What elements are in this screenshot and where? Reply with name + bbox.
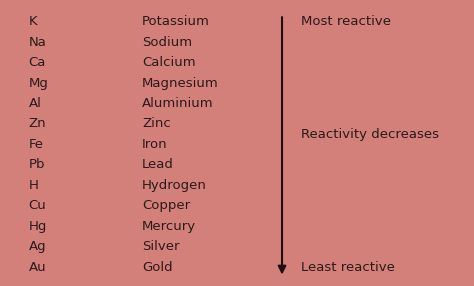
Text: Zn: Zn xyxy=(28,118,46,130)
Text: K: K xyxy=(28,15,37,28)
Text: Mercury: Mercury xyxy=(142,220,196,233)
Text: Ca: Ca xyxy=(28,56,46,69)
Text: Gold: Gold xyxy=(142,261,173,274)
Text: Potassium: Potassium xyxy=(142,15,210,28)
Text: Mg: Mg xyxy=(28,77,48,90)
Text: H: H xyxy=(28,179,38,192)
Text: Ag: Ag xyxy=(28,240,46,253)
Text: Na: Na xyxy=(28,36,46,49)
Text: Sodium: Sodium xyxy=(142,36,192,49)
Text: Copper: Copper xyxy=(142,199,191,212)
Text: Hydrogen: Hydrogen xyxy=(142,179,207,192)
Text: Pb: Pb xyxy=(28,158,45,171)
Text: Least reactive: Least reactive xyxy=(301,261,395,274)
Text: Calcium: Calcium xyxy=(142,56,196,69)
Text: Silver: Silver xyxy=(142,240,180,253)
Text: Lead: Lead xyxy=(142,158,174,171)
Text: Cu: Cu xyxy=(28,199,46,212)
Text: Magnesium: Magnesium xyxy=(142,77,219,90)
Text: Au: Au xyxy=(28,261,46,274)
Text: Al: Al xyxy=(28,97,41,110)
Text: Iron: Iron xyxy=(142,138,168,151)
Text: Most reactive: Most reactive xyxy=(301,15,391,28)
Text: Zinc: Zinc xyxy=(142,118,171,130)
Text: Reactivity decreases: Reactivity decreases xyxy=(301,128,439,141)
Text: Hg: Hg xyxy=(28,220,47,233)
Text: Aluminium: Aluminium xyxy=(142,97,214,110)
Text: Fe: Fe xyxy=(28,138,44,151)
